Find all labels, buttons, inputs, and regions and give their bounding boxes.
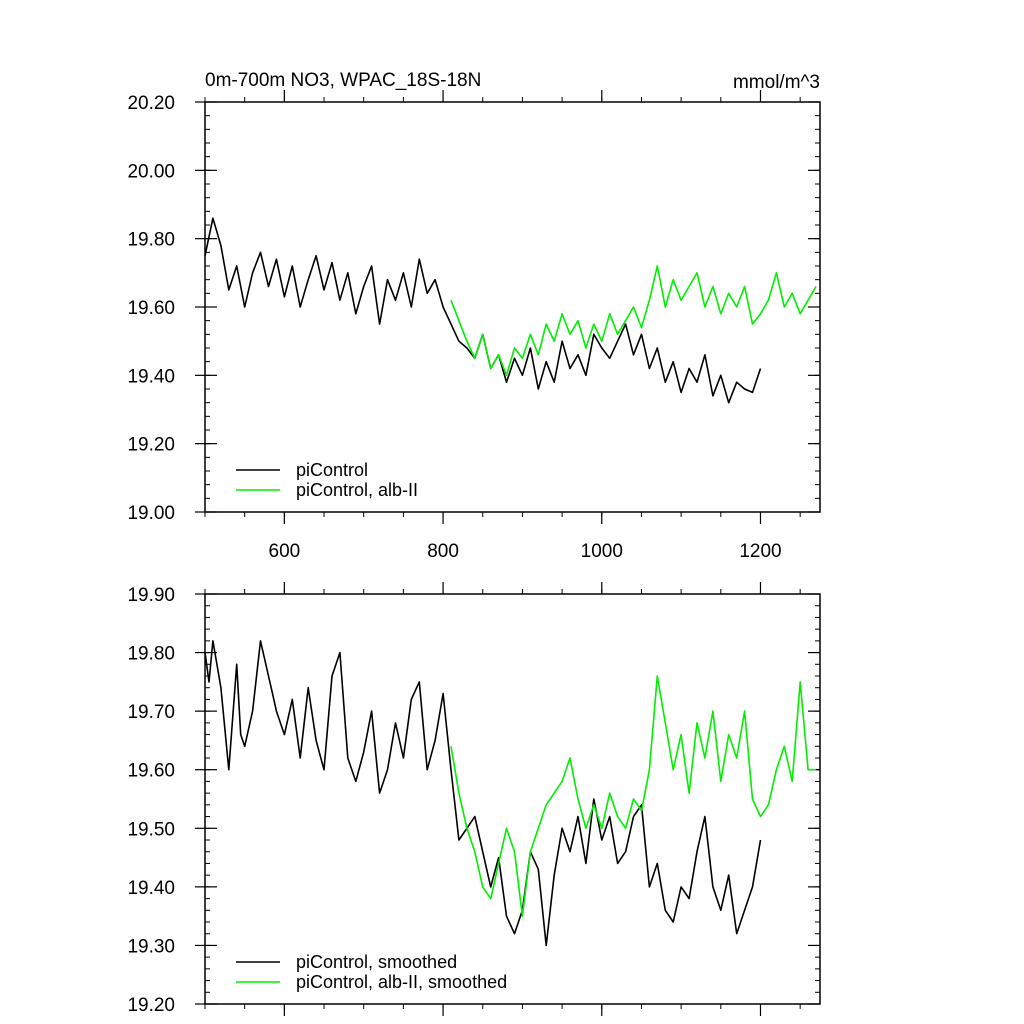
chart-top-units: mmol/m^3 — [733, 72, 820, 93]
chart-bottom-series — [204, 640, 816, 947]
chart-bottom-series-picontrol — [204, 640, 762, 947]
chart-bottom-frame — [204, 593, 821, 1005]
chart-top-ytick-label: 19.00 — [127, 503, 175, 524]
chart-top-title: 0m-700m NO3, WPAC_18S-18N — [205, 70, 481, 91]
chart-top-xtick-label: 1000 — [581, 541, 623, 562]
chart-top-ytick-label: 19.40 — [127, 366, 175, 387]
legend-label-alb: piControl, alb-II — [296, 480, 418, 500]
chart-top-ytick-label: 19.60 — [127, 298, 175, 319]
chart-top-xtick-label: 600 — [269, 541, 301, 562]
legend-label-picontrol: piControl — [296, 460, 368, 480]
chart-bottom-ytick-label: 19.60 — [127, 761, 175, 782]
chart-top: 0m-700m NO3, WPAC_18S-18N mmol/m^3 19.00… — [127, 70, 821, 562]
chart-top-ytick-label: 20.20 — [127, 93, 175, 114]
chart-bottom-ytick-label: 19.90 — [127, 585, 175, 606]
chart-top-ytick-label: 19.80 — [127, 230, 175, 251]
chart-top-ytick-label: 19.20 — [127, 435, 175, 456]
chart-bottom-ytick-label: 19.50 — [127, 819, 175, 840]
chart-bottom-ytick-label: 19.80 — [127, 644, 175, 665]
chart-top-ytick-label: 20.00 — [127, 161, 175, 182]
chart-top-series-alb-ii — [450, 265, 817, 377]
chart-bottom-ytick-label: 19.40 — [127, 878, 175, 899]
chart-bottom-ticks: 19.20 19.30 19.40 19.50 19.60 19.70 19.80 19.90 — [127, 582, 820, 1016]
chart-bottom-series-alb-ii — [450, 675, 816, 917]
chart-bottom-ytick-label: 19.30 — [127, 936, 175, 957]
chart-bottom-ytick-label: 19.20 — [127, 995, 175, 1016]
chart-top-xtick-label: 1200 — [739, 541, 781, 562]
chart-top-xtick-label: 800 — [427, 541, 459, 562]
chart-top-frame — [204, 101, 821, 513]
chart-top-ticks: 19.00 19.20 19.40 19.60 19.80 20.00 20.20 600 80… — [127, 90, 820, 562]
chart-bottom: 19.20 19.30 19.40 19.50 19.60 19.70 19.80 19.90… — [127, 582, 821, 1016]
chart-bottom-ytick-label: 19.70 — [127, 702, 175, 723]
chart-bottom-legend: piControl, smoothed piControl, alb-II, s… — [236, 952, 507, 992]
legend-label-alb-smoothed: piControl, alb-II, smoothed — [296, 972, 507, 992]
legend-label-picontrol-smoothed: piControl, smoothed — [296, 952, 457, 972]
chart-top-legend: piControl piControl, alb-II — [236, 460, 418, 500]
chart-top-series — [204, 217, 817, 404]
chart-top-series-picontrol — [204, 217, 762, 404]
